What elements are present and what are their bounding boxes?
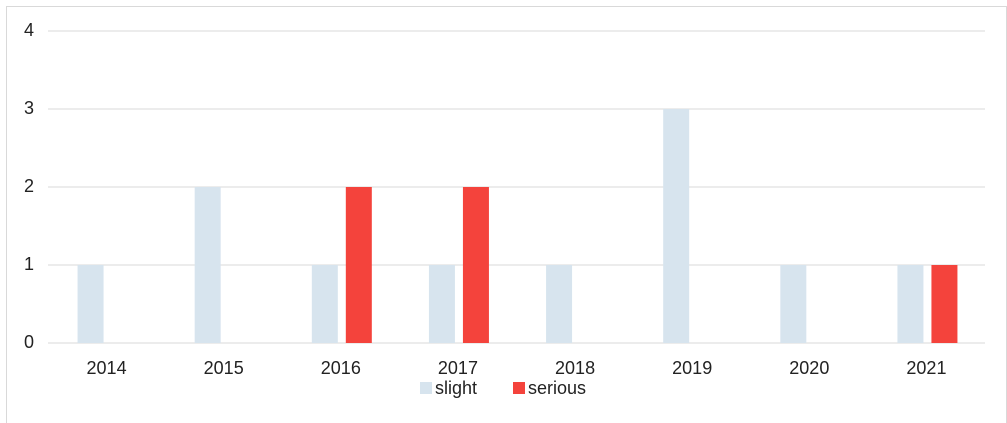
y-tick-label: 2 [24,176,34,196]
x-tick-label: 2019 [672,358,712,378]
x-tick-label: 2018 [555,358,595,378]
bar [462,187,489,343]
y-tick-label: 0 [24,332,34,352]
legend-swatch [513,382,525,394]
y-tick-label: 3 [24,98,34,118]
bar [780,265,807,343]
legend-label: serious [528,378,586,398]
bar [345,187,372,343]
x-tick-label: 2020 [789,358,829,378]
chart-border [6,6,1007,423]
x-tick-label: 2016 [321,358,361,378]
y-tick-label: 1 [24,254,34,274]
x-tick-label: 2021 [906,358,946,378]
bar [77,265,104,343]
legend-swatch [420,382,432,394]
y-tick-label: 4 [24,20,34,40]
bar [428,265,455,343]
bar [663,109,690,343]
legend-label: slight [435,378,477,398]
x-tick-label: 2014 [87,358,127,378]
x-tick-label: 2015 [204,358,244,378]
bar [546,265,573,343]
x-tick-label: 2017 [438,358,478,378]
bar [194,187,221,343]
bar [897,265,924,343]
bar [311,265,338,343]
bar [931,265,958,343]
